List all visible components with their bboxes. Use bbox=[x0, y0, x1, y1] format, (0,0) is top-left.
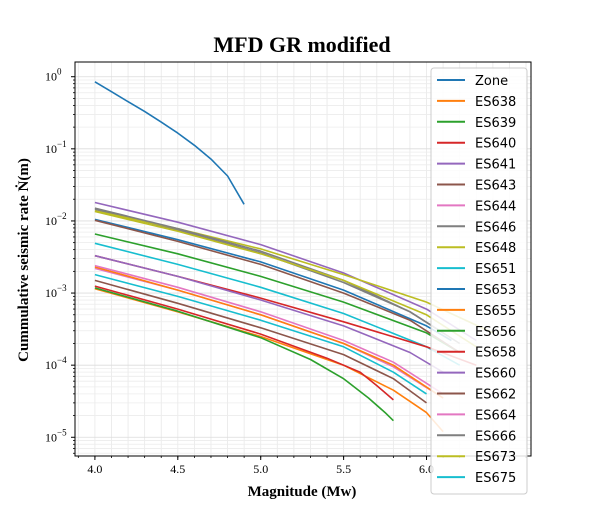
legend-label: ES655 bbox=[475, 304, 516, 319]
series-line-es640 bbox=[94, 285, 394, 401]
series-line-zone bbox=[94, 81, 245, 205]
legend-label: ES641 bbox=[475, 158, 516, 173]
legend-label: Zone bbox=[475, 74, 508, 89]
series-line-es639 bbox=[94, 287, 394, 422]
legend-label: ES638 bbox=[475, 95, 516, 110]
x-tick-label: 6.0 bbox=[419, 462, 434, 476]
y-tick-label: 10−5 bbox=[45, 427, 67, 444]
y-tick-label: 100 bbox=[45, 67, 62, 84]
legend-label: ES646 bbox=[475, 220, 516, 235]
series-line-es666 bbox=[94, 207, 461, 345]
series-line-es660 bbox=[94, 254, 444, 373]
legend-label: ES662 bbox=[475, 388, 516, 403]
x-tick-label: 5.0 bbox=[253, 462, 268, 476]
series-line-es664 bbox=[94, 264, 444, 395]
y-tick-label: 10−4 bbox=[45, 355, 67, 372]
y-tick-label: 10−1 bbox=[45, 139, 67, 156]
y-axis-ticks: 100 10−1 10−2 10−3 10−4 10−5 bbox=[45, 67, 75, 454]
legend-label: ES651 bbox=[475, 262, 516, 277]
legend-items: Zone ES638 ES639 ES640 ES641 ES643 ES644 ES646 E… bbox=[437, 74, 516, 486]
legend-label: ES640 bbox=[475, 137, 516, 152]
legend-label: ES643 bbox=[475, 179, 516, 194]
legend-label: ES666 bbox=[475, 429, 516, 444]
legend-label: ES639 bbox=[475, 116, 516, 131]
series-line-es643 bbox=[94, 279, 427, 404]
x-tick-label: 4.5 bbox=[170, 462, 185, 476]
series-line-es662 bbox=[94, 219, 461, 354]
legend-label: ES658 bbox=[475, 346, 516, 361]
chart-title: MFD GR modified bbox=[213, 32, 390, 57]
x-tick-label: 4.0 bbox=[87, 462, 102, 476]
legend-label: ES675 bbox=[475, 471, 516, 486]
series-line-es675 bbox=[94, 273, 427, 395]
legend-label: ES656 bbox=[475, 325, 516, 340]
legend-label: ES653 bbox=[475, 283, 516, 298]
x-axis-title: Magnitude (Mw) bbox=[248, 484, 357, 500]
legend-label: ES673 bbox=[475, 450, 516, 465]
legend-box bbox=[430, 67, 528, 495]
legend-label: ES660 bbox=[475, 367, 516, 382]
y-axis-title: Cummulative seismic rate Ṅ(m) bbox=[15, 158, 32, 362]
legend-label: ES648 bbox=[475, 241, 516, 256]
legend: Zone ES638 ES639 ES640 ES641 ES643 ES644 ES646 E… bbox=[430, 67, 528, 495]
legend-label: ES664 bbox=[475, 408, 516, 423]
y-tick-label: 10−3 bbox=[45, 283, 67, 300]
y-tick-label: 10−2 bbox=[45, 211, 67, 228]
x-tick-label: 5.5 bbox=[336, 462, 351, 476]
series-line-es655 bbox=[94, 266, 444, 399]
legend-label: ES644 bbox=[475, 199, 516, 214]
